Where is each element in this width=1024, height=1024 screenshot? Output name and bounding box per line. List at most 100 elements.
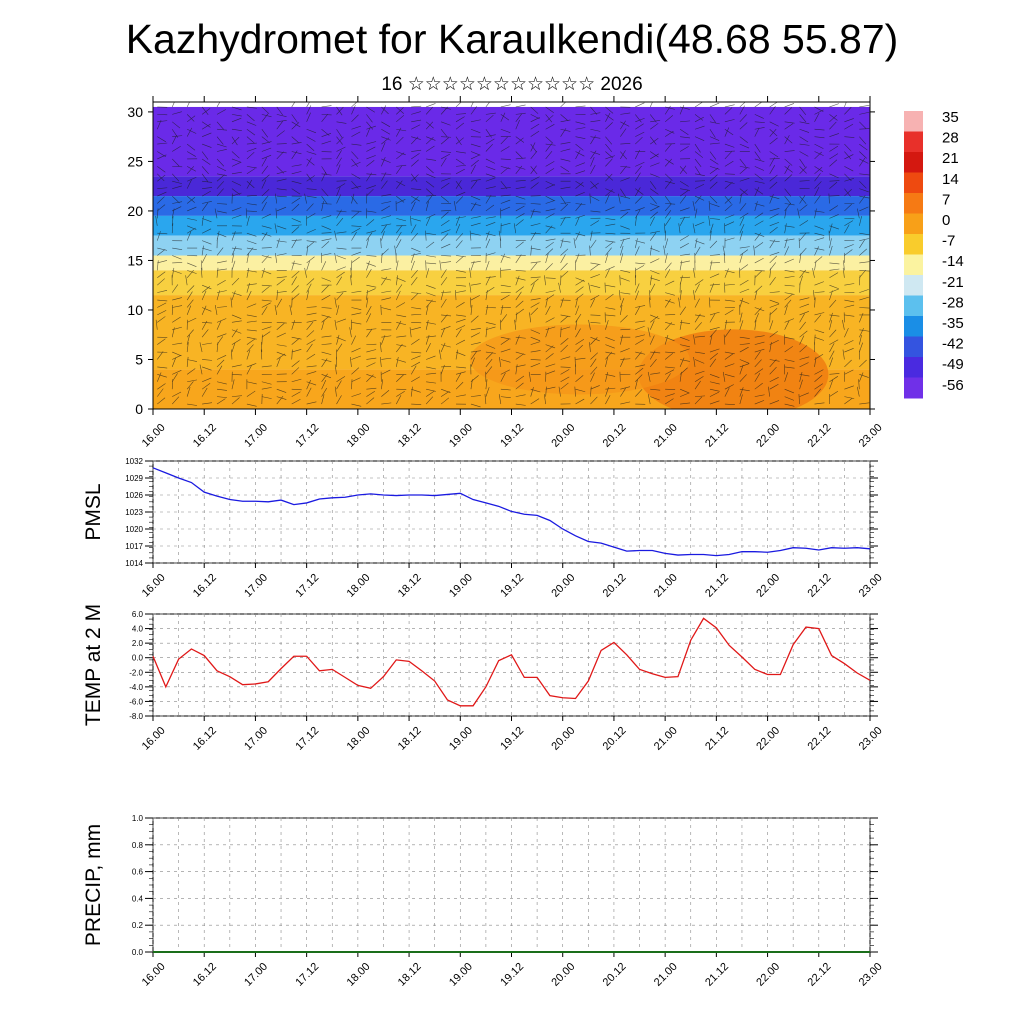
wind-barb [321,238,332,241]
wind-barb [649,358,657,368]
wind-barb [605,173,614,181]
wind-barb [410,224,417,234]
colorbar-label: -42 [942,336,964,353]
wind-barb [859,374,869,378]
wind-barb [246,203,257,206]
wind-barb [321,335,332,338]
wind-barb [515,291,522,301]
wind-barb [739,216,745,226]
wind-barb [530,388,541,393]
wind-barb [814,375,823,382]
wind-barb [186,334,190,345]
wind-barb [261,189,270,197]
wind-barb [650,258,660,264]
wind-barb [321,294,331,301]
wind-barb [635,165,642,174]
wind-barb [500,112,506,122]
wind-barb [172,351,182,357]
wind-barb [470,350,481,353]
wind-barb [844,151,852,160]
wind-barb [157,374,167,378]
wind-barb [754,348,765,353]
wind-barb [650,123,659,130]
wind-barb [485,276,496,279]
wind-barb [560,338,569,345]
wind-barb [754,400,765,405]
wind-barb [515,119,520,130]
wind-barb [605,112,611,122]
wind-barb [665,393,675,397]
wind-barb [769,128,777,137]
wind-barb [171,129,179,138]
wind-barb [859,143,868,151]
wind-barb [799,166,807,174]
x-tick-label: 16.00 [140,572,168,600]
wind-barb [515,335,520,345]
wind-barb [605,293,614,301]
wind-barb [605,194,610,204]
y-tick-label: 5 [135,351,143,367]
wind-barb [754,335,765,338]
wind-barb [426,292,436,297]
wind-barb [366,362,376,368]
wind-barb [157,338,166,345]
wind-barb [498,394,502,405]
wind-barb [515,286,524,293]
wind-barb [485,238,491,249]
wind-barb [470,342,481,345]
wind-barb [739,166,750,169]
wind-barb [201,329,209,338]
wind-barb [231,106,242,111]
wind-barb [291,338,300,345]
wind-barb [157,351,164,360]
wind-barb [709,374,720,378]
wind-barb [620,277,630,282]
wind-barb [216,267,219,278]
wind-barb [366,306,372,316]
wind-barb [829,319,833,330]
wind-barb [694,143,701,153]
wind-barb [739,143,750,149]
wind-barb [455,351,466,356]
wind-barb [664,195,672,205]
wind-barb [724,204,733,212]
wind-barb [739,374,747,382]
wind-barb [410,173,418,183]
wind-barb [351,307,362,310]
wind-barb [530,362,541,368]
wind-barb [336,180,347,182]
wind-barb [665,369,675,375]
wind-barb [814,143,824,149]
wind-barb [500,255,511,259]
wind-barb [366,387,377,390]
wind-barb [784,320,790,330]
wind-barb [246,344,254,353]
wind-barb [261,154,272,160]
wind-barb [709,353,718,360]
wind-barb [186,151,196,157]
wind-barb [515,179,526,182]
wind-barb [351,335,357,345]
wind-barb [246,142,257,145]
wind-barb [261,202,267,212]
wind-barb [724,128,734,136]
wind-barb [202,322,213,324]
wind-barb [470,297,472,308]
wind-barb [455,366,466,369]
y-tick-label: 0.6 [132,868,144,877]
x-tick-label: 20.12 [601,961,629,989]
wind-barb [396,224,403,234]
wind-barb [859,261,870,264]
wind-barb [620,298,625,308]
wind-barb [575,313,582,323]
wind-barb [396,395,402,405]
wind-barb [246,128,256,136]
wind-barb [201,143,212,148]
wind-barb [172,121,181,129]
wind-barb [425,319,429,330]
wind-barb [560,356,571,360]
temp-panel: 6.04.02.00.0-2.0-4.0-6.0-8.016.00 16.12 17… [82,604,885,753]
wind-barb [605,188,615,193]
wind-barb [769,384,779,390]
wind-barb [306,213,316,219]
